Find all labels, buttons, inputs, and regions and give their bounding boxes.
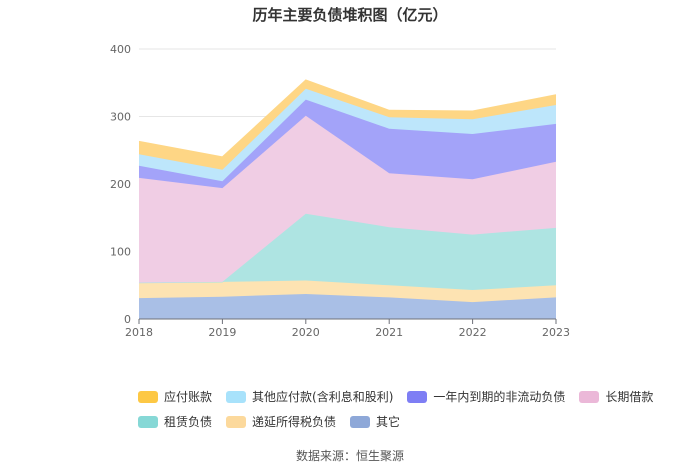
legend-swatch bbox=[138, 390, 158, 403]
legend-label: 应付账款 bbox=[164, 390, 213, 404]
chart-title: 历年主要负债堆积图（亿元） bbox=[252, 6, 448, 24]
legend-label: 租赁负债 bbox=[164, 415, 213, 429]
legend-item[interactable]: 其它 bbox=[350, 413, 400, 430]
legend-label: 长期借款 bbox=[605, 390, 654, 404]
y-tick-label: 200 bbox=[110, 178, 131, 191]
legend-item[interactable]: 其他应付款(含利息和股利) bbox=[226, 388, 393, 405]
area-series-0 bbox=[139, 294, 556, 319]
stacked-area-chart: 0 100 200 300 400 2018 2019 2020 2021 2022 2023 bbox=[110, 43, 570, 339]
x-tick-label: 2023 bbox=[542, 326, 570, 339]
legend-item[interactable]: 应付账款 bbox=[138, 388, 212, 405]
legend-item[interactable]: 长期借款 bbox=[579, 388, 653, 405]
legend-row: 应付账款 其他应付款(含利息和股利) 一年内到期的非流动负债 长期借款 bbox=[138, 388, 653, 405]
axes: 0 100 200 300 400 2018 2019 2020 2021 2022 2023 bbox=[110, 43, 570, 339]
area-series-3 bbox=[139, 115, 556, 283]
y-tick-label: 100 bbox=[110, 246, 131, 259]
legend-row: 租赁负债 递延所得税负债 其它 bbox=[138, 413, 608, 430]
x-tick-label: 2022 bbox=[459, 326, 487, 339]
legend-label: 一年内到期的非流动负债 bbox=[433, 390, 566, 404]
data-source: 数据来源：恒生聚源 bbox=[295, 449, 404, 463]
area-series-1 bbox=[139, 280, 556, 303]
legend-label: 递延所得税负债 bbox=[252, 415, 337, 429]
x-tick-label: 2018 bbox=[125, 326, 153, 339]
legend-swatch bbox=[350, 415, 371, 428]
legend-swatch bbox=[138, 415, 158, 428]
legend-item[interactable]: 一年内到期的非流动负债 bbox=[407, 388, 565, 405]
y-tick-label: 0 bbox=[124, 313, 131, 326]
area-series-5 bbox=[139, 88, 556, 182]
legend-swatch bbox=[226, 390, 247, 403]
legend-swatch bbox=[226, 415, 247, 428]
area-top-line-6 bbox=[138, 79, 557, 158]
legend-item[interactable]: 租赁负债 bbox=[138, 413, 212, 430]
y-tick-label: 400 bbox=[110, 43, 131, 56]
legend-swatch bbox=[407, 390, 428, 403]
area-series-6 bbox=[139, 80, 556, 170]
area-series bbox=[138, 79, 557, 319]
area-series-4 bbox=[139, 99, 556, 189]
legend-label: 其它 bbox=[376, 415, 401, 429]
legend: 应付账款 其他应付款(含利息和股利) 一年内到期的非流动负债 长期借款租赁负债 递延所得… bbox=[138, 388, 653, 438]
x-tick-label: 2020 bbox=[292, 326, 320, 339]
y-tick-label: 300 bbox=[110, 111, 131, 124]
legend-swatch bbox=[579, 390, 600, 403]
legend-label: 其他应付款(含利息和股利) bbox=[252, 390, 394, 404]
legend-item[interactable]: 递延所得税负债 bbox=[226, 413, 336, 430]
x-tick-label: 2021 bbox=[375, 326, 403, 339]
x-tick-label: 2019 bbox=[208, 326, 236, 339]
